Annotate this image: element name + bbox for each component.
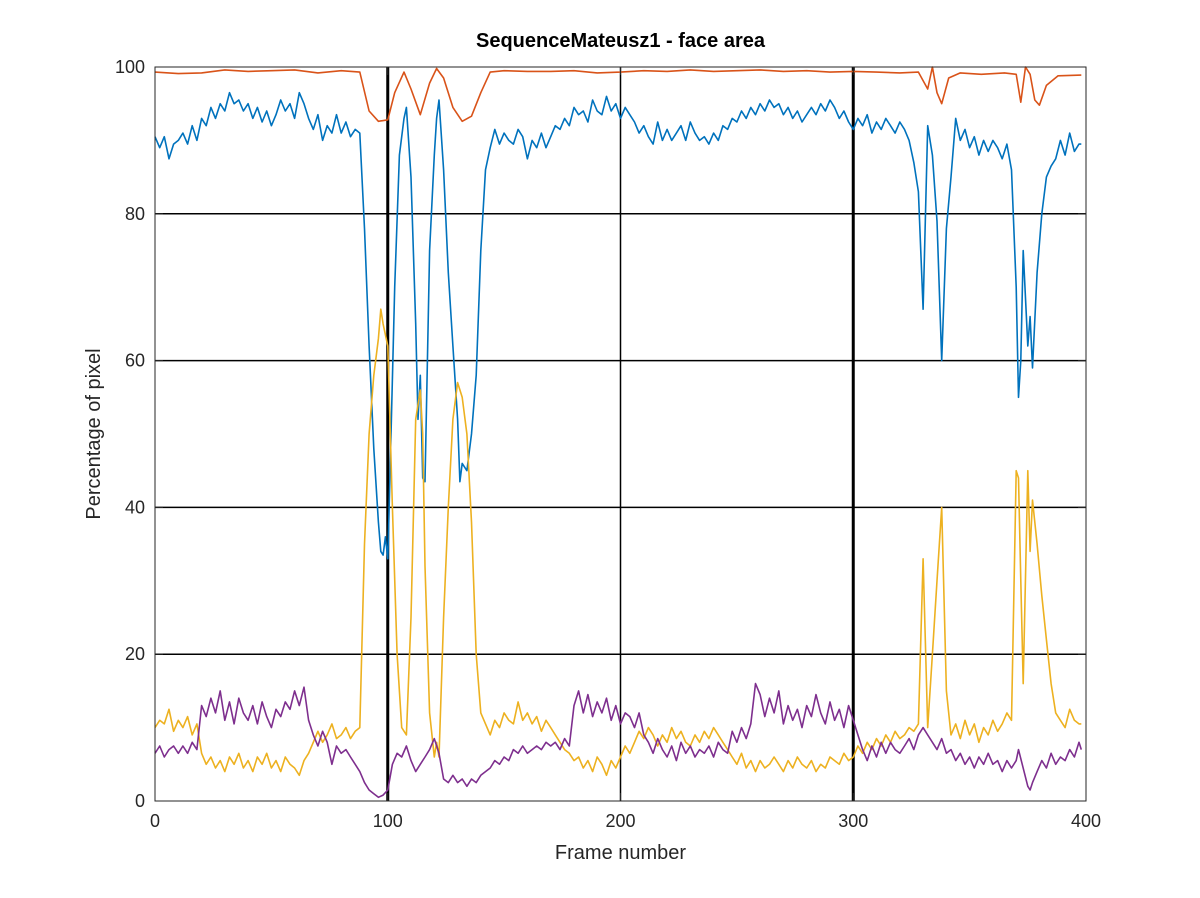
series-line-3: [154, 308, 1082, 777]
y-tick-label: 80: [125, 204, 145, 224]
y-tick-label: 20: [125, 644, 145, 664]
series-line-4: [154, 682, 1083, 799]
y-tick-label: 60: [125, 351, 145, 371]
grid-lines: [155, 67, 1086, 801]
x-tick-label: 200: [605, 811, 635, 831]
y-tick-label: 40: [125, 497, 145, 517]
x-tick-label: 300: [838, 811, 868, 831]
x-tick-label: 400: [1071, 811, 1101, 831]
y-tick-label: 0: [135, 791, 145, 811]
x-tick-label: 100: [373, 811, 403, 831]
y-tick-label: 100: [115, 57, 145, 77]
chart-title: SequenceMateusz1 - face area: [476, 30, 766, 52]
x-tick-label: 0: [150, 811, 160, 831]
series-line-2: [154, 91, 1082, 560]
x-axis-label: Frame number: [555, 842, 686, 864]
axis-ticks: 0 100 200 300 400 0 20 40 60 80 100: [115, 57, 1101, 831]
y-axis-label: Percentage of pixel: [83, 348, 105, 519]
